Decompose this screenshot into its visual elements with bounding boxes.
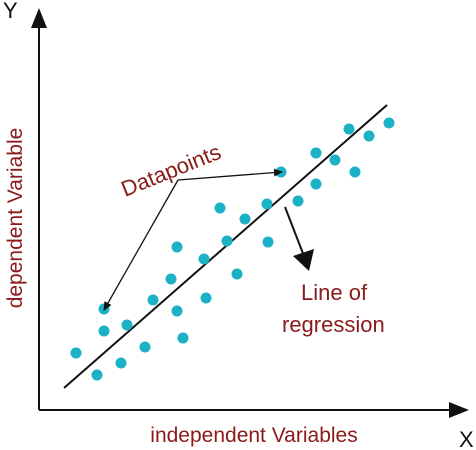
regression-label-line1: Line of [301,280,368,305]
datapoint [349,166,361,178]
datapoint [121,319,133,331]
regression-arrow-head [293,249,314,271]
datapoint [98,325,110,337]
regression-label-line2: regression [282,312,385,337]
datapoint [147,294,159,306]
regression-line [63,104,388,389]
datapoint [214,202,226,214]
datapoint [262,236,274,248]
datapoints-arrow-left [103,179,179,311]
datapoint [383,117,395,129]
datapoint [177,332,189,344]
datapoint [200,292,212,304]
datapoint [329,154,341,166]
datapoint [363,130,375,142]
datapoints-group [70,117,395,381]
datapoint [165,273,177,285]
datapoint [139,341,151,353]
datapoint [310,178,322,190]
datapoint [171,241,183,253]
datapoints-arrow-right [177,168,283,181]
x-axis-letter: X [459,427,474,450]
datapoint [115,357,127,369]
datapoint [91,369,103,381]
regression-arrow [284,206,305,257]
datapoint [70,347,82,359]
y-axis-arrow [31,8,47,28]
datapoint [310,147,322,159]
datapoint [198,253,210,265]
x-axis-arrow [449,402,469,418]
y-axis-title: dependent Variable [4,128,27,309]
datapoint [261,198,273,210]
datapoint [171,305,183,317]
y-axis-letter: Y [3,0,18,23]
datapoint [239,213,251,225]
datapoint [231,268,243,280]
datapoint [221,235,233,247]
datapoint [343,123,355,135]
datapoint [292,195,304,207]
x-axis-title: independent Variables [150,424,357,447]
